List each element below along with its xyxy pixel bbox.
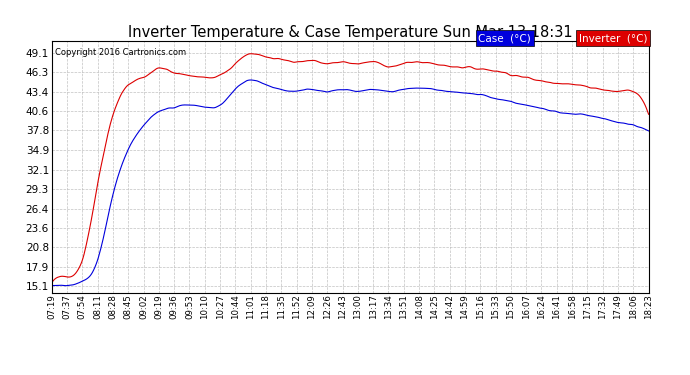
Text: Inverter  (°C): Inverter (°C) xyxy=(579,33,647,43)
Text: Copyright 2016 Cartronics.com: Copyright 2016 Cartronics.com xyxy=(55,48,186,57)
Text: Case  (°C): Case (°C) xyxy=(478,33,531,43)
Title: Inverter Temperature & Case Temperature Sun Mar 13 18:31: Inverter Temperature & Case Temperature … xyxy=(128,25,573,40)
